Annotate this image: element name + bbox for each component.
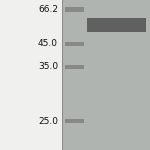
Bar [64,119,84,123]
Text: 25.0: 25.0 [38,117,58,126]
Bar [87,18,146,32]
Bar [64,65,84,69]
Bar [64,7,84,12]
Text: 66.2: 66.2 [38,5,58,14]
Text: 45.0: 45.0 [38,39,58,48]
Bar [64,42,84,46]
Text: 35.0: 35.0 [38,62,58,71]
